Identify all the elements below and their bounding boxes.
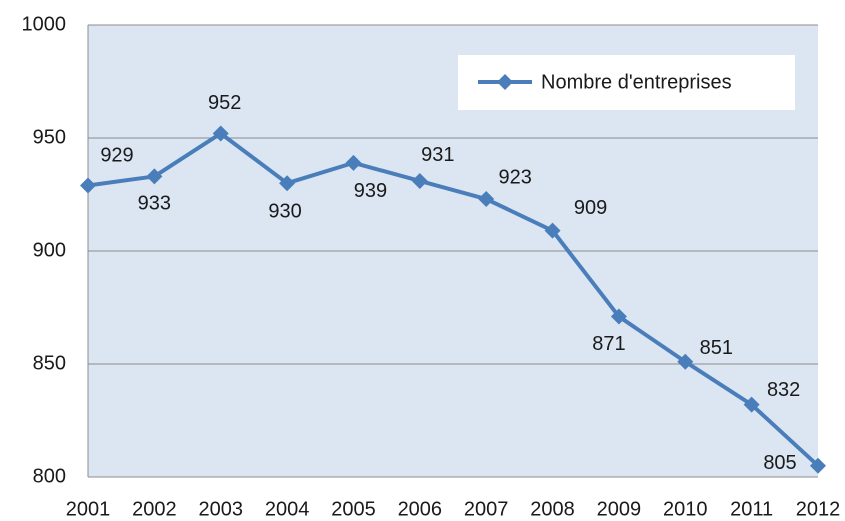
data-point: [544, 222, 561, 239]
x-tick-label: 2008: [530, 498, 575, 520]
y-tick-label: 850: [33, 352, 66, 374]
data-label: 805: [763, 452, 796, 474]
data-point: [345, 154, 362, 171]
legend-marker: [497, 74, 513, 90]
data-point: [146, 168, 163, 185]
data-label: 933: [138, 193, 171, 215]
data-label: 832: [767, 379, 800, 401]
data-label: 923: [498, 166, 531, 188]
x-tick-label: 2006: [398, 498, 443, 520]
x-tick-label: 2002: [132, 498, 177, 520]
data-label: 952: [208, 92, 241, 114]
y-tick-label: 1000: [22, 13, 67, 35]
data-label: 931: [421, 144, 454, 166]
y-tick-label: 950: [33, 126, 66, 148]
data-label: 929: [100, 145, 133, 167]
data-line: [87, 131, 820, 468]
data-label: 909: [574, 197, 607, 219]
data-label: 851: [700, 337, 733, 359]
data-label: 930: [268, 200, 301, 222]
x-tick-label: 2004: [265, 498, 310, 520]
x-tick-label: 2007: [464, 498, 509, 520]
y-tick-label: 900: [33, 239, 66, 261]
x-tick-label: 2012: [796, 498, 841, 520]
data-point: [478, 191, 495, 208]
x-tick-label: 2001: [66, 498, 111, 520]
data-point: [212, 125, 229, 142]
x-tick-label: 2011: [730, 498, 773, 520]
data-label: 871: [592, 333, 625, 355]
data-point: [743, 396, 760, 413]
data-point: [80, 177, 96, 194]
x-tick-label: 2005: [331, 498, 376, 520]
x-tick-label: 2009: [597, 498, 642, 520]
data-point: [279, 175, 296, 192]
data-point: [677, 353, 694, 370]
x-tick-label: 2003: [198, 498, 243, 520]
data-label: 939: [354, 180, 387, 202]
x-tick-label: 2010: [663, 498, 708, 520]
y-tick-label: 800: [33, 465, 66, 487]
data-point: [610, 308, 627, 325]
legend-label: Nombre d'entreprises: [541, 71, 732, 93]
data-point: [810, 457, 826, 474]
data-point: [411, 172, 428, 189]
